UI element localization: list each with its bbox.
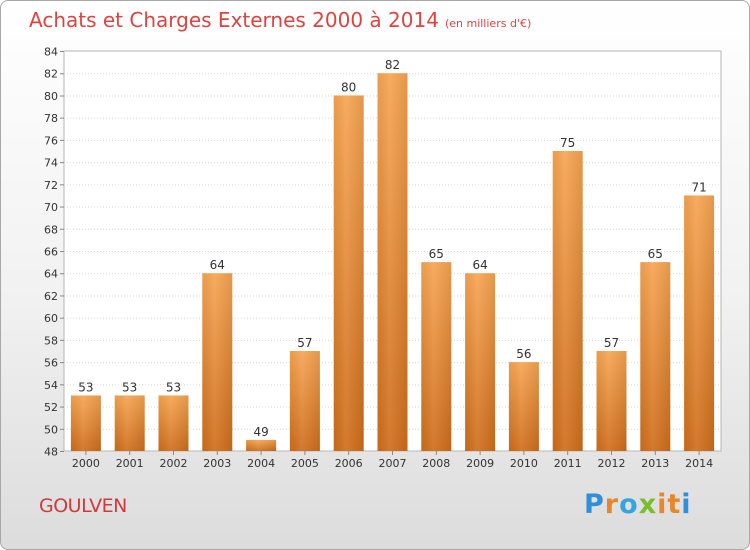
logo-letter: P (584, 489, 605, 520)
y-tick-label: 80 (44, 90, 58, 103)
logo-letter: x (638, 489, 658, 520)
bar-2005: 57 (289, 336, 320, 451)
bar-2001: 53 (114, 380, 145, 451)
bar-value-label: 56 (516, 347, 531, 361)
y-tick-label: 54 (44, 379, 58, 392)
x-tick-label: 2008 (422, 457, 450, 470)
bar-value-label: 57 (604, 336, 619, 350)
y-tick-label: 70 (44, 201, 58, 214)
y-tick-label: 76 (44, 134, 58, 147)
x-tick-label: 2010 (510, 457, 538, 470)
y-tick-label: 74 (44, 157, 58, 170)
bar-shade (333, 95, 364, 451)
chart-title-text: Achats et Charges Externes 2000 à 2014 (29, 8, 439, 32)
y-tick-label: 66 (44, 246, 58, 259)
bar-shade (421, 262, 452, 451)
logo-letter: r (604, 489, 620, 520)
bar-value-label: 71 (691, 180, 706, 194)
x-tick-label: 2003 (203, 457, 231, 470)
y-tick-label: 78 (44, 112, 58, 125)
logo-letter: o (619, 489, 639, 520)
bar-shade (289, 351, 320, 451)
bar-value-label: 80 (341, 80, 356, 94)
bar-shade (640, 262, 671, 451)
y-tick-label: 48 (44, 446, 58, 459)
y-tick-label: 50 (44, 423, 58, 436)
bar-shade (377, 73, 408, 451)
bar-value-label: 53 (122, 380, 137, 394)
bar-value-label: 53 (78, 380, 93, 394)
y-tick-label: 58 (44, 334, 58, 347)
chart-title: Achats et Charges Externes 2000 à 2014 (e… (29, 8, 531, 32)
bar-2010: 56 (508, 347, 539, 451)
logo-letter: i (657, 489, 668, 520)
bar-value-label: 65 (648, 247, 663, 261)
bar-value-label: 65 (429, 247, 444, 261)
bar-value-label: 64 (210, 258, 225, 272)
logo-letter: t (667, 489, 682, 520)
bar-value-label: 53 (166, 380, 181, 394)
bar-2009: 64 (465, 258, 496, 451)
bar-shade (596, 351, 627, 451)
bar-2000: 53 (70, 380, 101, 451)
x-tick-label: 2011 (554, 457, 582, 470)
x-tick-label: 2005 (291, 457, 319, 470)
y-tick-label: 84 (44, 46, 58, 59)
bar-shade (158, 395, 189, 451)
commune-name: GOULVEN (39, 495, 127, 517)
y-tick-label: 56 (44, 357, 58, 370)
bar-value-label: 82 (385, 58, 400, 72)
bar-2012: 57 (596, 336, 627, 451)
bars: 53 53 53 64 49 57 80 82 65 64 56 75 57 65 71 (70, 58, 715, 451)
bar-shade (684, 195, 715, 451)
x-tick-label: 2013 (641, 457, 669, 470)
bar-shade (202, 273, 233, 451)
bar-2007: 82 (377, 58, 408, 451)
bar-2002: 53 (158, 380, 189, 451)
x-tick-label: 2007 (379, 457, 407, 470)
bar-value-label: 75 (560, 136, 575, 150)
x-tick-label: 2000 (72, 457, 100, 470)
bar-shade (508, 362, 539, 451)
x-tick-label: 2004 (247, 457, 275, 470)
x-axis-ticks: 2000 2001 2002 2003 2004 2005 2006 2007 2008 2009… (72, 451, 713, 470)
bar-value-label: 64 (472, 258, 487, 272)
logo-letter: i (681, 489, 692, 520)
y-tick-label: 72 (44, 179, 58, 192)
bar-2006: 80 (333, 80, 364, 451)
x-tick-label: 2002 (160, 457, 188, 470)
bar-shade (465, 273, 496, 451)
y-tick-label: 52 (44, 401, 58, 414)
y-axis-ticks: 48 50 52 54 56 58 60 62 64 66 68 70 72 74 76 78 80 82 84 (44, 46, 64, 459)
y-tick-label: 82 (44, 68, 58, 81)
x-tick-label: 2012 (598, 457, 626, 470)
x-tick-label: 2009 (466, 457, 494, 470)
bar-2013: 65 (640, 247, 671, 451)
proxiti-logo: Proxiti (584, 489, 692, 520)
y-tick-label: 68 (44, 223, 58, 236)
bar-2003: 64 (202, 258, 233, 451)
chart-subtitle: (en milliers d'€) (444, 17, 532, 30)
bar-2011: 75 (552, 136, 583, 451)
x-tick-label: 2006 (335, 457, 363, 470)
x-tick-label: 2014 (685, 457, 713, 470)
bar-value-label: 49 (253, 425, 268, 439)
y-tick-label: 62 (44, 290, 58, 303)
bar-shade (246, 439, 277, 451)
y-tick-label: 64 (44, 268, 58, 281)
bar-shade (70, 395, 101, 451)
bar-2014: 71 (684, 180, 715, 451)
bar-shade (552, 151, 583, 451)
bar-2004: 49 (246, 425, 277, 451)
bar-shade (114, 395, 145, 451)
bar-value-label: 57 (297, 336, 312, 350)
bar-2008: 65 (421, 247, 452, 451)
x-tick-label: 2001 (116, 457, 144, 470)
y-tick-label: 60 (44, 312, 58, 325)
